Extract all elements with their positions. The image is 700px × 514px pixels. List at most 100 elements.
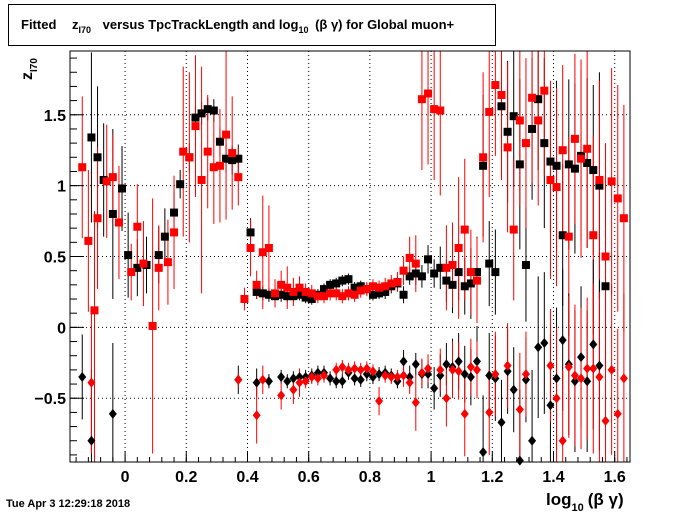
square-marker	[87, 133, 96, 142]
diamond-marker	[491, 369, 500, 380]
square-marker	[534, 116, 543, 125]
diamond-marker	[503, 366, 512, 377]
x-tick-label: 1.2	[481, 469, 503, 486]
square-marker	[307, 289, 316, 298]
square-marker	[289, 292, 298, 301]
square-marker	[472, 268, 481, 277]
square-marker	[534, 95, 543, 104]
diamond-marker	[375, 396, 384, 407]
diamond-marker	[589, 363, 598, 374]
diamond-marker	[381, 370, 390, 381]
square-marker	[405, 253, 414, 262]
square-marker	[277, 290, 286, 299]
square-marker	[552, 183, 561, 192]
square-marker	[564, 232, 573, 241]
data-markers	[78, 81, 628, 466]
diamond-marker	[521, 374, 530, 385]
diamond-marker	[442, 359, 451, 370]
square-marker	[163, 258, 172, 267]
diamond-marker	[87, 377, 96, 388]
x-tick-label: 0.6	[298, 469, 320, 486]
square-marker	[485, 107, 494, 116]
diamond-marker	[577, 352, 586, 363]
diamond-marker	[283, 376, 292, 387]
diamond-marker	[356, 364, 365, 375]
diamond-marker	[460, 408, 469, 419]
square-marker	[114, 218, 123, 227]
diamond-marker	[552, 373, 561, 384]
diamond-marker	[234, 374, 243, 385]
square-marker	[521, 139, 530, 148]
square-marker	[528, 124, 537, 133]
diamond-marker	[552, 393, 561, 404]
diamond-marker	[338, 376, 347, 387]
diamond-marker	[595, 371, 604, 382]
square-marker	[191, 122, 200, 131]
diamond-marker	[301, 376, 310, 387]
y-tick-label: 1	[57, 179, 66, 196]
square-marker	[387, 279, 396, 288]
square-marker	[215, 161, 224, 170]
diamond-marker	[417, 367, 426, 378]
diamond-marker	[454, 356, 463, 367]
diamond-marker	[546, 400, 555, 411]
square-marker	[271, 289, 280, 298]
square-marker	[460, 282, 469, 291]
diamond-marker	[307, 371, 316, 382]
square-marker	[191, 113, 200, 122]
chart-title-box	[8, 4, 496, 46]
diamond-marker	[350, 373, 359, 384]
x-tick-label: 0.4	[236, 469, 258, 486]
square-marker	[607, 177, 616, 186]
square-marker	[497, 102, 506, 111]
diamond-marker	[430, 383, 439, 394]
square-marker	[448, 261, 457, 270]
square-marker	[442, 263, 451, 272]
square-marker	[546, 157, 555, 166]
diamond-marker	[540, 337, 549, 348]
diamond-marker	[252, 377, 261, 388]
square-marker	[472, 276, 481, 285]
square-marker	[295, 283, 304, 292]
diamond-marker	[589, 339, 598, 350]
square-marker	[319, 285, 328, 294]
square-marker	[127, 268, 136, 277]
square-marker	[466, 268, 475, 277]
square-marker	[338, 292, 347, 301]
diamond-marker	[108, 408, 117, 419]
diamond-marker	[295, 371, 304, 382]
square-marker	[124, 251, 133, 260]
diamond-marker	[558, 335, 567, 346]
diamond-marker	[570, 370, 579, 381]
square-marker	[84, 236, 93, 245]
square-marker	[515, 160, 524, 169]
x-tick-label: 0	[121, 469, 130, 486]
square-marker	[589, 231, 598, 240]
diamond-marker	[356, 374, 365, 385]
diamond-marker	[472, 364, 481, 375]
square-marker	[613, 194, 622, 203]
diamond-marker	[399, 370, 408, 381]
square-marker	[356, 286, 365, 295]
square-marker	[240, 295, 249, 304]
square-marker	[583, 144, 592, 153]
square-marker	[485, 259, 494, 268]
square-marker	[558, 231, 567, 240]
square-marker	[209, 163, 218, 172]
diamond-marker	[289, 373, 298, 384]
diamond-marker	[534, 342, 543, 353]
square-marker	[289, 287, 298, 296]
square-marker	[148, 321, 157, 330]
square-marker	[277, 280, 286, 289]
diamond-marker	[607, 364, 616, 375]
square-marker	[509, 225, 518, 234]
square-marker	[595, 175, 604, 184]
square-marker	[203, 147, 212, 156]
square-marker	[133, 222, 142, 231]
diamond-marker	[503, 360, 512, 371]
square-marker	[375, 283, 384, 292]
square-marker	[283, 283, 292, 292]
diamond-marker	[277, 371, 286, 382]
square-marker	[595, 181, 604, 190]
diamond-marker	[472, 356, 481, 367]
